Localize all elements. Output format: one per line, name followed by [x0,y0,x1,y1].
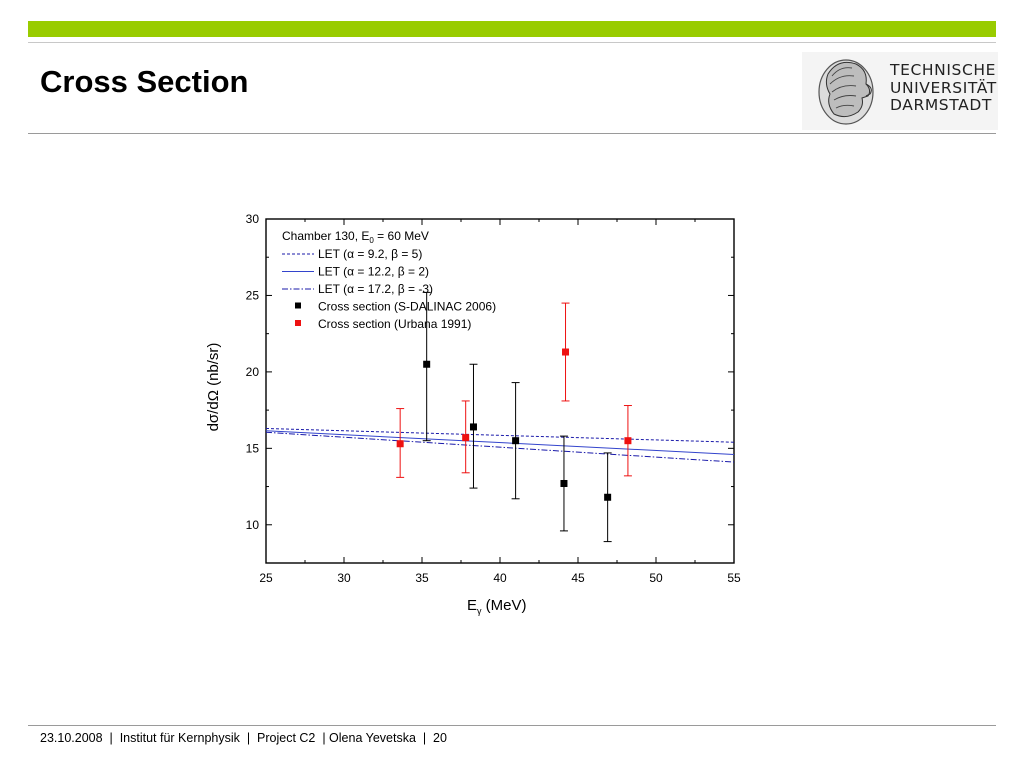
sdalinac-point [469,423,477,431]
legend-label: Cross section (S-DALINAC 2006) [318,300,496,314]
y-tick-label: 30 [246,212,260,226]
chart-annotation: Chamber 130, E0 = 60 MeV [282,229,429,245]
logo-line-2: UNIVERSITÄT [890,78,997,97]
legend-label: LET (α = 9.2, β = 5) [318,247,422,261]
x-tick-label: 55 [727,571,741,585]
x-tick-label: 30 [337,571,351,585]
legend-label: LET (α = 17.2, β = -3) [318,282,433,296]
x-tick-label: 45 [571,571,585,585]
header-divider [28,133,996,134]
y-tick-label: 10 [246,518,260,532]
urbana-point [562,348,570,356]
y-axis-label: dσ/dΩ (nb/sr) [205,343,222,432]
urbana-point [624,437,632,445]
top-accent-bar [28,21,996,37]
x-tick-label: 50 [649,571,663,585]
university-logo: TECHNISCHE UNIVERSITÄT DARMSTADT [802,52,998,130]
legend-label: LET (α = 12.2, β = 2) [318,265,429,279]
x-tick-label: 25 [259,571,273,585]
top-divider [28,42,996,43]
logo-line-3: DARMSTADT [890,96,992,114]
let-model-line [266,427,734,443]
plot-frame [265,218,735,564]
legend-label: Cross section (Urbana 1991) [318,317,471,331]
legend-marker-red [295,320,301,326]
legend-marker-black [295,302,301,309]
let-model-line [266,431,734,463]
urbana-point [462,434,470,442]
y-tick-label: 15 [246,441,260,455]
x-tick-label: 40 [493,571,507,585]
logo-line-1: TECHNISCHE [890,61,997,79]
y-tick-label: 20 [246,365,260,379]
let-model-line [266,430,734,455]
x-tick-label: 35 [415,571,429,585]
sdalinac-point [512,437,520,445]
logo-text: TECHNISCHE UNIVERSITÄT DARMSTADT [890,61,997,115]
sdalinac-point [560,479,568,487]
x-axis-label: Eγ (MeV) [467,597,527,616]
slide-title: Cross Section [40,64,249,99]
sdalinac-point [604,493,612,501]
sdalinac-point [423,360,431,368]
urbana-point [396,440,404,448]
y-tick-label: 25 [246,288,260,302]
footer-divider [28,725,996,726]
athena-head-seal-icon [818,59,874,125]
footer-text: 23.10.2008 | Institut für Kernphysik | P… [40,731,447,745]
